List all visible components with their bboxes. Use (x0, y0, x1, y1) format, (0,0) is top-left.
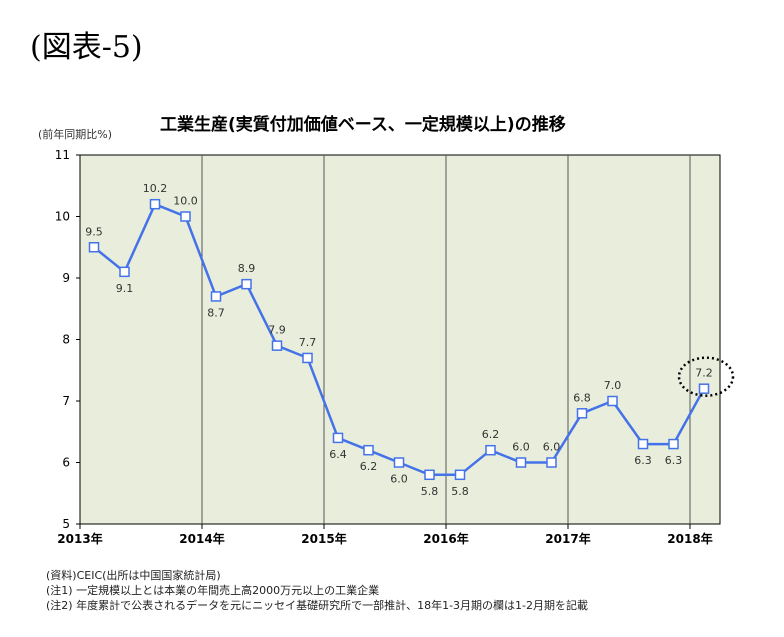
data-label: 7.7 (299, 336, 317, 349)
data-label: 6.2 (482, 428, 500, 441)
data-label: 10.0 (173, 195, 198, 208)
y-tick-label: 8 (62, 333, 70, 347)
figure-label: (図表-5) (30, 30, 143, 65)
data-point (454, 469, 466, 481)
data-point (119, 266, 130, 278)
y-tick-label: 5 (62, 517, 70, 531)
data-label: 6.2 (360, 460, 378, 473)
data-label: 8.9 (238, 262, 256, 275)
data-point (485, 444, 496, 456)
data-label: 5.8 (421, 485, 439, 498)
data-label: 6.3 (665, 454, 683, 467)
data-point (546, 457, 557, 468)
note-1: (注1) 一定規模以上とは本業の年間売上高2000万元以上の工業企業 (46, 584, 380, 597)
data-label: 6.3 (634, 454, 652, 467)
data-label: 9.5 (85, 225, 103, 238)
data-label: 6.8 (573, 391, 591, 404)
note-source: (資料)CEIC(出所は中国国家統計局) (46, 569, 221, 582)
x-tick-label: 2013年 (57, 531, 102, 546)
data-point (637, 438, 649, 450)
data-point (576, 408, 588, 419)
data-label: 7.0 (604, 379, 622, 392)
data-point (363, 444, 374, 456)
x-tick-label: 2018年 (667, 531, 712, 546)
highlight-circle (677, 356, 735, 397)
data-label: 7.2 (695, 367, 713, 380)
data-point (271, 340, 283, 351)
data-label: 6.4 (329, 448, 347, 461)
data-label: 6.0 (512, 441, 530, 454)
y-tick-label: 10 (55, 210, 70, 224)
data-label: 6.0 (543, 441, 561, 454)
data-point (332, 432, 344, 444)
data-point (393, 457, 405, 468)
data-label: 9.1 (116, 282, 134, 295)
y-tick-label: 6 (62, 456, 70, 470)
y-tick-label: 11 (55, 148, 70, 162)
notes: (資料)CEIC(出所は中国国家統計局) (注1) 一定規模以上とは本業の年間売… (46, 568, 588, 613)
chart-title: 工業生産(実質付加価値ベース、一定規模以上)の推移 (160, 115, 566, 135)
data-point (210, 291, 222, 302)
plot-area (79, 154, 721, 525)
y-tick-label: 9 (62, 271, 70, 285)
data-label: 6.0 (390, 473, 408, 486)
note-2: (注2) 年度累計で公表されるデータを元にニッセイ基礎研究所で一部推計、18年1… (46, 599, 589, 612)
y-axis-label: (前年同期比%) (38, 128, 113, 141)
data-point (424, 469, 435, 481)
data-label: 5.8 (451, 485, 469, 498)
data-point (515, 457, 527, 468)
data-label: 7.9 (268, 324, 286, 337)
data-label: 8.7 (207, 306, 225, 319)
data-point (698, 383, 710, 394)
x-tick-label: 2017年 (545, 531, 590, 546)
data-point (149, 198, 161, 210)
x-tick-label: 2016年 (423, 531, 468, 546)
x-tick-label: 2015年 (301, 531, 346, 546)
x-tick-label: 2014年 (179, 531, 224, 546)
data-label: 10.2 (143, 182, 168, 195)
data-point (668, 438, 679, 450)
y-tick-label: 7 (62, 394, 70, 408)
data-point (88, 242, 100, 253)
data-point (180, 211, 191, 222)
data-point (241, 278, 252, 290)
data-point (302, 352, 313, 364)
data-point (607, 395, 618, 407)
